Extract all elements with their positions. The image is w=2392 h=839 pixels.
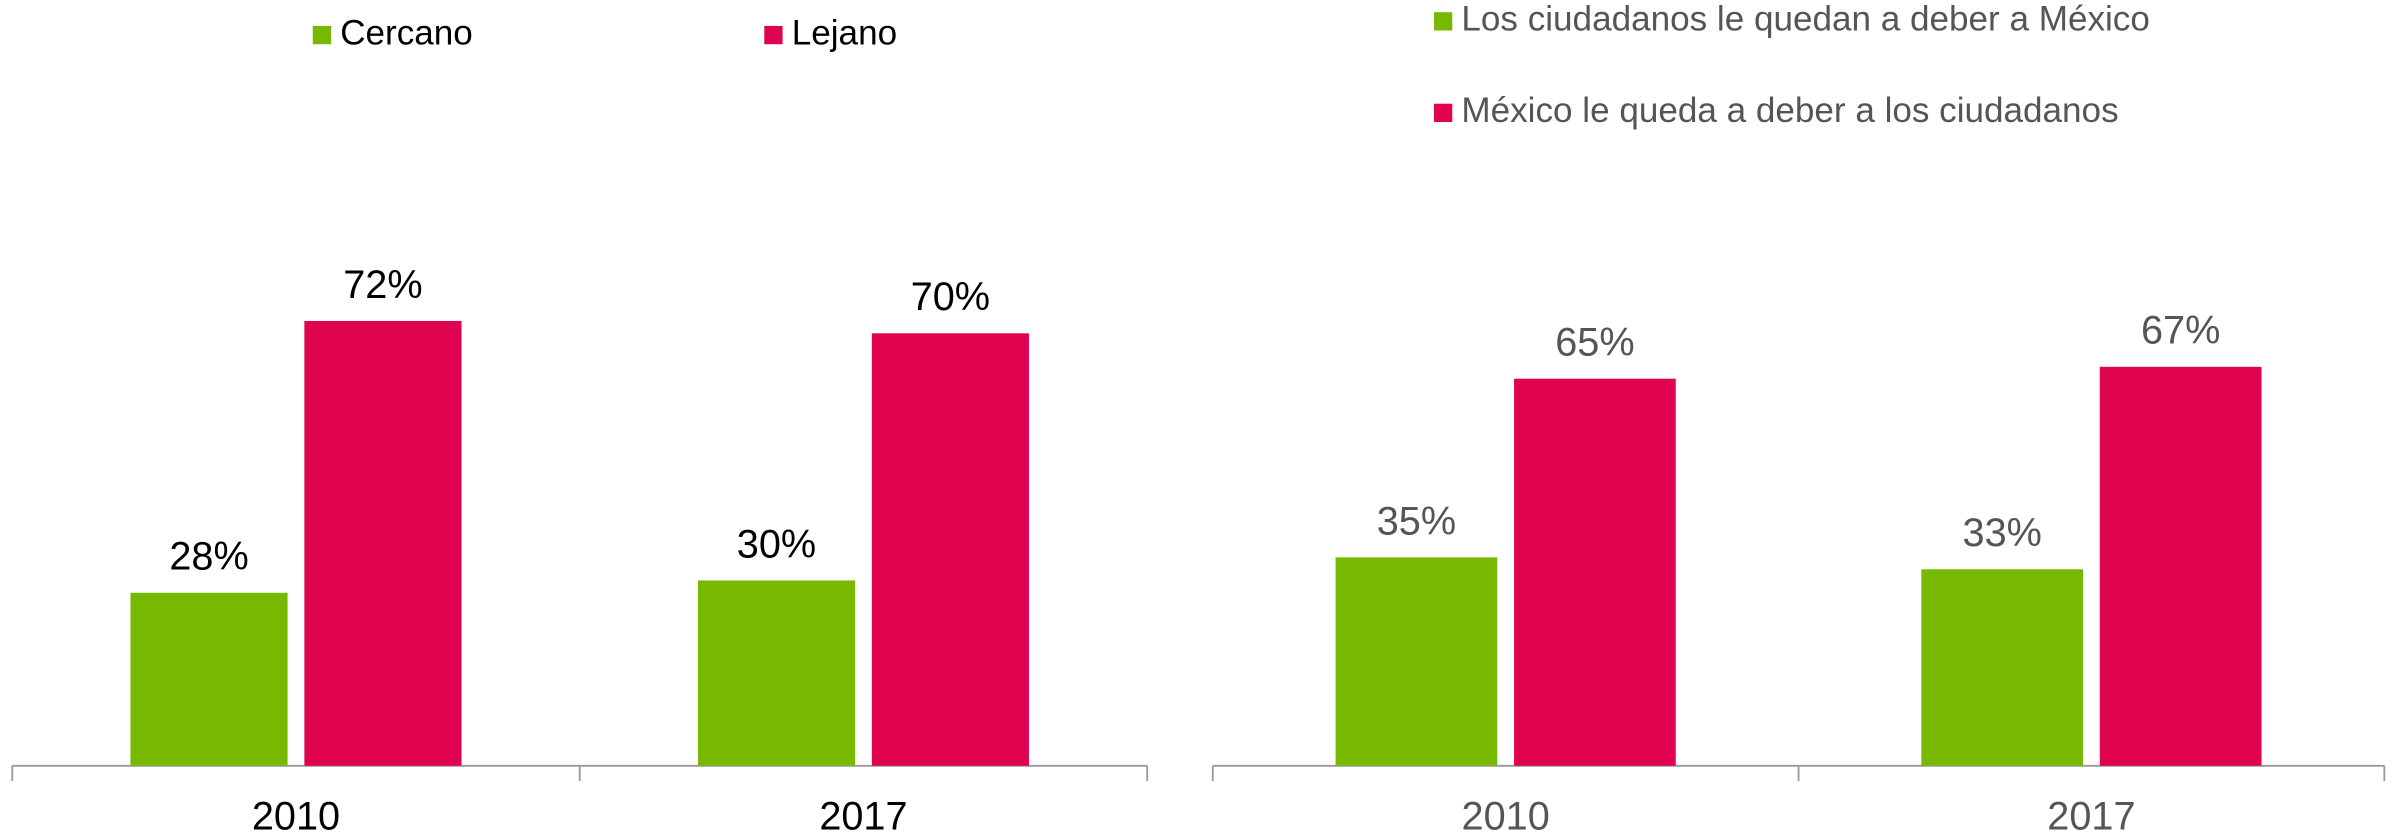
legend-label: Cercano [340,13,473,52]
x-tick-label: 2017 [2047,795,2135,839]
x-tick-label: 2010 [1462,795,1550,839]
data-label: 30% [737,522,816,566]
bar [871,333,1029,766]
legend-label: México le queda a deber a los ciudadanos [1461,91,2118,130]
legend-label: Lejano [792,13,897,52]
bar [304,320,462,766]
data-label: 67% [2141,309,2220,353]
bar [1514,378,1676,766]
legend-swatch [312,25,332,45]
data-label: 35% [1377,499,1456,543]
bar [1335,557,1498,766]
x-tick-label: 2010 [252,795,340,839]
data-label: 72% [343,263,422,307]
data-label: 65% [1555,321,1634,365]
bar [130,592,288,766]
data-label: 33% [1963,511,2042,555]
legend-label: Los ciudadanos le quedan a deber a Méxic… [1461,0,2149,39]
data-label: 28% [169,535,248,579]
bar [1921,569,2084,766]
bar [697,580,856,766]
bar [2099,366,2262,766]
data-label: 70% [911,275,990,319]
legend-swatch [764,25,783,45]
x-tick-label: 2017 [819,795,907,839]
legend-swatch [1433,12,1453,31]
legend-swatch [1433,103,1453,123]
